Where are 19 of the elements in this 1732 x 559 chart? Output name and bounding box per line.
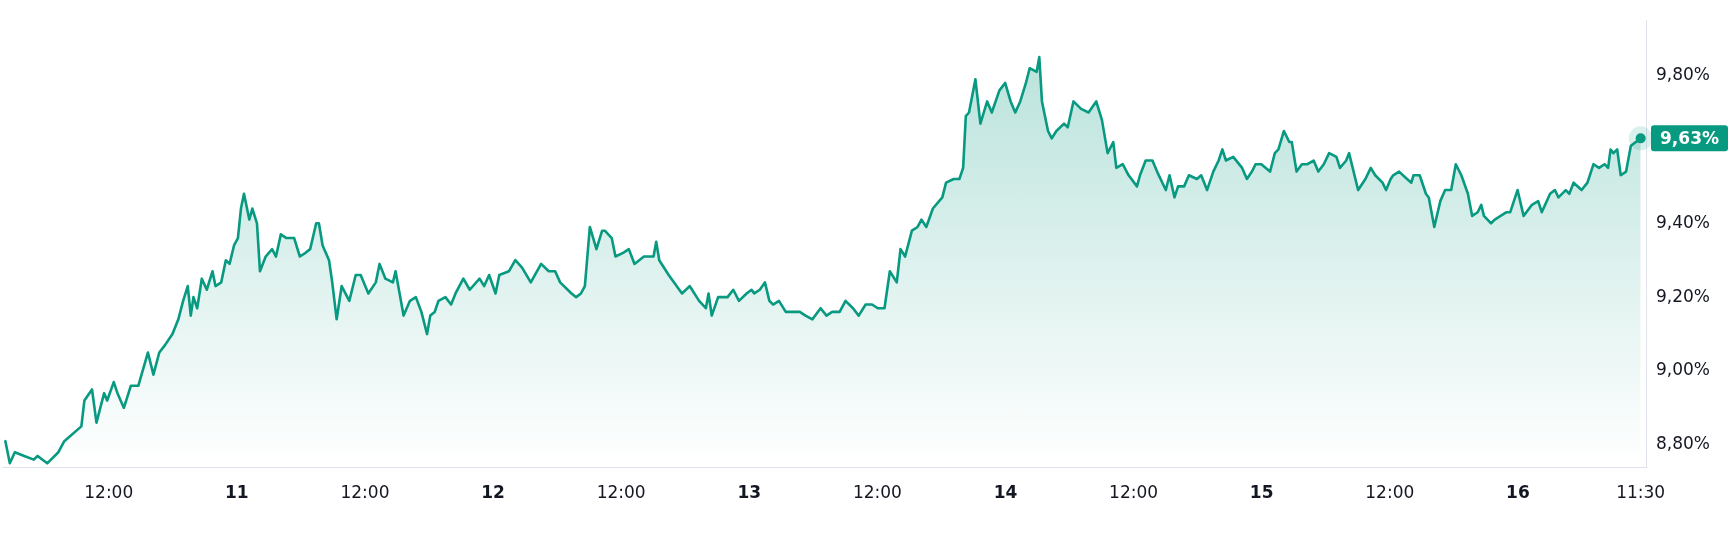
x-tick-label: 12 <box>481 481 505 502</box>
x-tick-label: 14 <box>993 481 1018 502</box>
x-tick-label: 12:00 <box>1109 481 1159 502</box>
y-tick-label: 8,80% <box>1656 433 1711 454</box>
x-tick-label: 16 <box>1506 481 1530 502</box>
y-tick-label: 9,00% <box>1656 359 1711 380</box>
x-tick-label: 11:30 <box>1616 481 1666 502</box>
x-tick-label: 15 <box>1249 481 1274 502</box>
x-tick-label: 12:00 <box>84 481 134 502</box>
x-tick-label: 12:00 <box>340 481 390 502</box>
annotation: 9,63% <box>1660 127 1719 148</box>
y-tick-label: 9,40% <box>1656 211 1711 232</box>
x-tick-label: 13 <box>737 481 762 502</box>
y-tick-label: 9,20% <box>1656 285 1711 306</box>
x-tick-label: 11 <box>225 481 249 502</box>
x-tick-label: 12:00 <box>596 481 646 502</box>
x-tick-label: 12:00 <box>1365 481 1415 502</box>
x-tick-label: 12:00 <box>852 481 902 502</box>
y-tick-label: 9,80% <box>1656 64 1711 85</box>
